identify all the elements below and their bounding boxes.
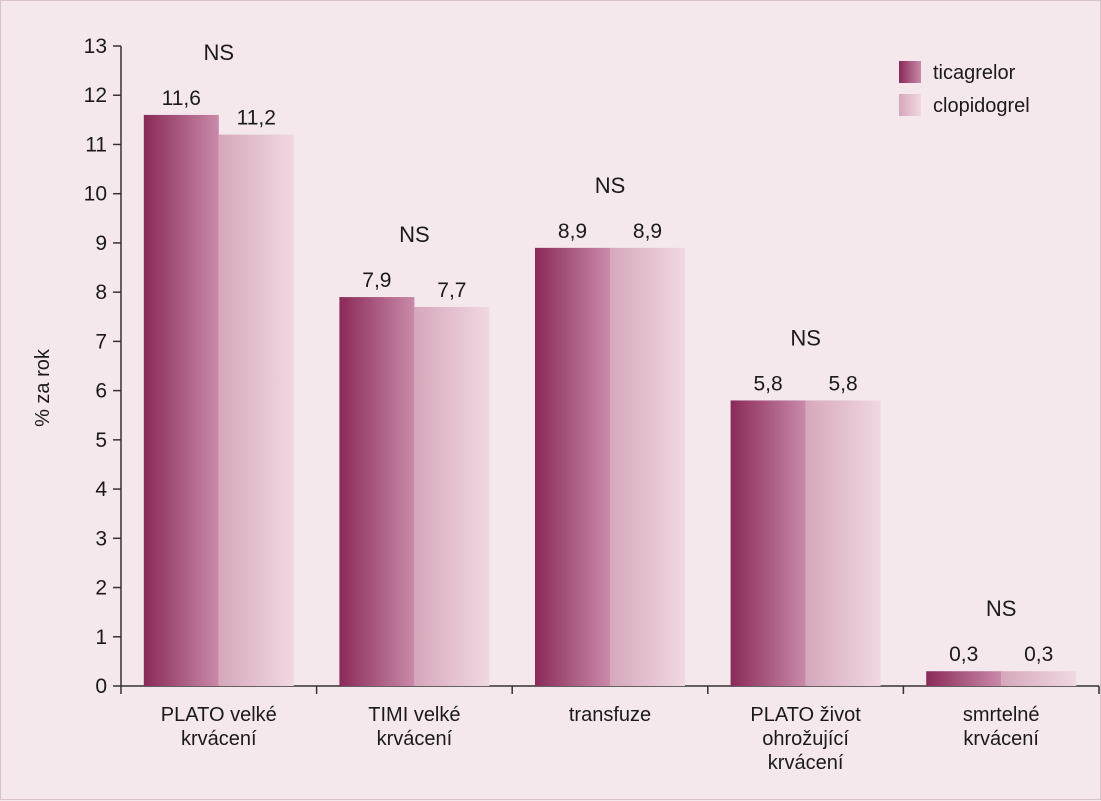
y-axis-label: % za rok [32,348,54,427]
y-tick-label: 11 [85,133,107,156]
y-tick-label: 5 [95,429,107,452]
x-category-label: krvácení [963,728,1039,750]
bar-clopidogrel-4 [1001,671,1077,686]
bar-ticagrelor-0 [143,114,219,686]
y-tick-label: 1 [95,626,107,649]
y-tick-label: 13 [84,35,107,58]
y-tick-label: 8 [95,281,107,304]
legend-swatch-ticagrelor [899,61,921,83]
y-tick-label: 3 [95,527,107,550]
data-label: 11,6 [162,87,201,110]
bars-layer [143,114,1077,687]
bar-clopidogrel-0 [218,134,294,687]
bar-ticagrelor-2 [535,247,610,686]
data-label: 0,3 [1024,643,1053,666]
y-tick-label: 6 [95,380,107,403]
y-tick-label: 12 [84,84,107,107]
x-category-label: krvácení [377,728,453,750]
data-label: 11,2 [237,107,276,130]
bar-clopidogrel-3 [805,400,881,686]
legend-swatch-clopidogrel [899,94,921,116]
significance-annotation: NS [595,173,626,198]
significance-annotation: NS [790,325,821,350]
y-tick-label: 7 [95,330,107,353]
bar-ticagrelor-3 [730,400,806,686]
legend-label: ticagrelor [933,62,1016,84]
bar-ticagrelor-4 [926,671,1002,686]
data-label: 7,7 [437,279,466,302]
data-label: 7,9 [362,269,391,292]
data-label: 0,3 [949,643,978,666]
x-category-label: ohrožující [762,728,849,750]
data-label: 8,9 [558,220,587,243]
x-category-label: smrtelné [963,704,1040,726]
legend: ticagrelor clopidogrel [899,61,1030,117]
x-category-label: krvácení [768,752,844,774]
data-label: 8,9 [633,220,662,243]
significance-annotation: NS [399,222,430,247]
bar-ticagrelor-1 [339,297,415,686]
significance-annotation: NS [986,596,1017,621]
y-tick-label: 9 [95,232,107,255]
bar-clopidogrel-1 [414,306,490,686]
legend-label: clopidogrel [933,95,1030,117]
bar-clopidogrel-2 [610,247,685,686]
y-tick-label: 0 [95,675,107,698]
x-category-label: transfuze [569,704,651,726]
x-category-label: PLATO velké [161,704,277,726]
x-category-label: TIMI velké [368,704,460,726]
y-tick-label: 4 [95,478,107,501]
x-category-label: PLATO život [750,704,861,726]
data-label: 5,8 [828,372,857,395]
significance-annotation: NS [204,40,235,65]
y-tick-label: 2 [95,577,107,600]
y-tick-label: 10 [84,183,107,206]
data-label: 5,8 [753,372,782,395]
x-category-label: krvácení [181,728,257,750]
